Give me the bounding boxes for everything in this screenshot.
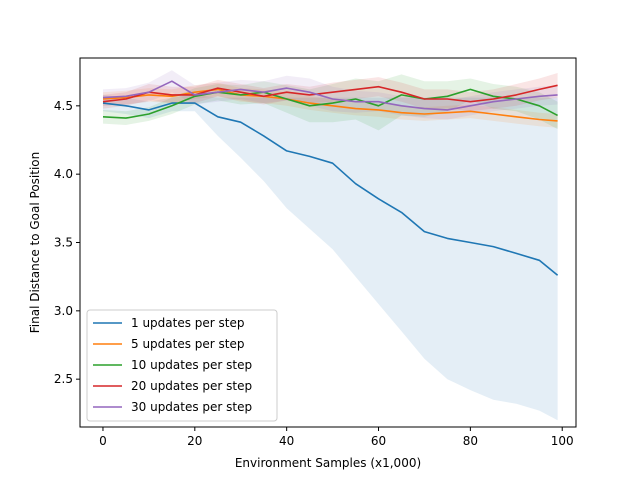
legend-label-1: 1 updates per step bbox=[131, 316, 245, 330]
x-tick-label: 40 bbox=[279, 434, 294, 448]
legend: 1 updates per step 5 updates per step 10 u… bbox=[86, 309, 278, 422]
legend-label-5: 30 updates per step bbox=[131, 400, 252, 414]
x-axis-ticks: 0 20 40 60 80 100 bbox=[99, 427, 574, 448]
series-5-band bbox=[103, 70, 558, 120]
y-tick-label: 3.0 bbox=[54, 304, 73, 318]
y-tick-label: 3.5 bbox=[54, 236, 73, 250]
legend-box bbox=[86, 309, 278, 422]
legend-label-2: 5 updates per step bbox=[131, 337, 245, 351]
series-lines bbox=[102, 80, 559, 276]
x-tick-label: 0 bbox=[99, 434, 107, 448]
legend-label-3: 10 updates per step bbox=[131, 358, 252, 372]
x-tick-label: 100 bbox=[551, 434, 574, 448]
series-3-line bbox=[102, 88, 558, 119]
legend-label-4: 20 updates per step bbox=[131, 379, 252, 393]
y-axis-label: Final Distance to Goal Position bbox=[28, 152, 42, 333]
x-axis-label: Environment Samples (x1,000) bbox=[235, 456, 421, 470]
x-tick-label: 60 bbox=[371, 434, 386, 448]
y-tick-label: 4.0 bbox=[54, 167, 73, 181]
x-tick-label: 80 bbox=[463, 434, 478, 448]
y-tick-label: 2.5 bbox=[54, 372, 73, 386]
series-5-line bbox=[102, 80, 558, 111]
series-4-line bbox=[102, 84, 558, 103]
y-tick-label: 4.5 bbox=[54, 99, 73, 113]
series-1-band bbox=[103, 94, 558, 421]
y-axis-ticks: 2.5 3.0 3.5 4.0 4.5 bbox=[54, 99, 80, 386]
x-tick-label: 20 bbox=[187, 434, 202, 448]
